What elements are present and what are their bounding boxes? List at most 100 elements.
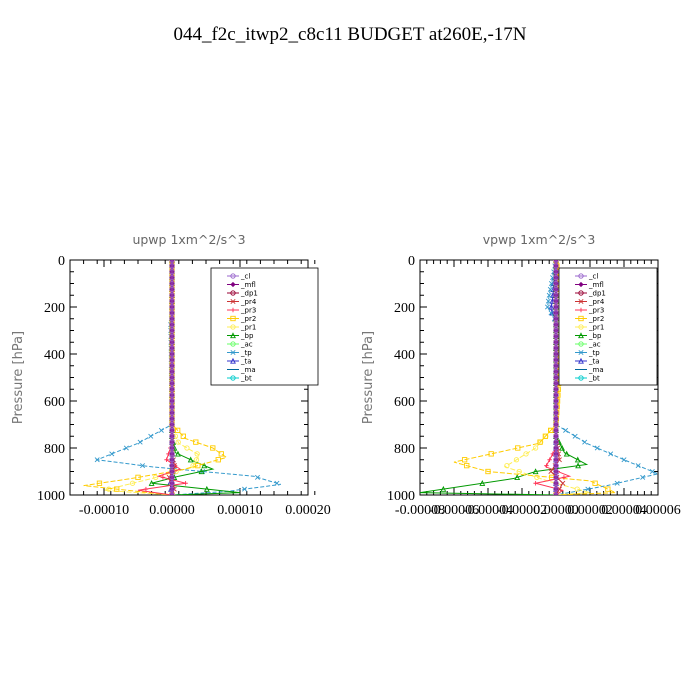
marker-bp: [574, 456, 581, 463]
marker-tp: [148, 433, 154, 439]
marker-cl: [169, 380, 175, 387]
marker-pr2: [210, 445, 216, 451]
marker-pr2: [96, 480, 103, 486]
marker-cl: [553, 368, 559, 375]
marker-tp: [582, 439, 588, 445]
marker-ta: [548, 303, 555, 310]
marker-pr1: [129, 480, 136, 486]
marker-pr2: [180, 433, 186, 439]
x-tick-label: -0.00008: [395, 503, 445, 518]
legend-marker: [230, 349, 236, 356]
marker-cl: [169, 404, 175, 410]
marker-pr1: [184, 445, 190, 451]
panel-title: vpwp 1xm^2/s^3: [483, 232, 596, 247]
marker-tp: [585, 486, 591, 492]
legend-marker: [230, 324, 236, 330]
y-tick-label: 600: [44, 395, 65, 410]
marker-cl: [553, 280, 559, 287]
legend-marker: [578, 307, 584, 313]
marker-pr2: [461, 457, 468, 463]
legend-entry: _pr1: [588, 324, 604, 332]
marker-cl: [553, 333, 559, 340]
marker-cl: [553, 427, 559, 434]
marker-bp: [514, 474, 521, 481]
legend-entry: _cl: [240, 273, 250, 281]
y-tick-label: 800: [44, 442, 65, 457]
y-tick-label: 200: [44, 301, 65, 316]
marker-pr3: [183, 481, 188, 486]
marker-pr1: [153, 474, 159, 481]
marker-cl: [169, 269, 175, 275]
marker-bp: [440, 485, 447, 492]
marker-cl: [169, 445, 175, 451]
marker-cl: [553, 415, 559, 422]
marker-cl: [169, 480, 175, 486]
marker-cl: [169, 316, 175, 322]
marker-cl: [553, 260, 559, 263]
y-tick-label: 400: [394, 348, 415, 363]
marker-pr2: [215, 457, 221, 463]
marker-cl: [169, 286, 175, 293]
marker-pr3: [143, 486, 149, 492]
marker-cl: [553, 421, 559, 428]
legend-marker: [578, 357, 584, 364]
marker-cl: [553, 298, 559, 304]
marker-pr2: [193, 439, 199, 445]
marker-bp: [187, 456, 194, 463]
legend-entry: _pr1: [240, 324, 256, 332]
marker-bp: [563, 450, 570, 457]
marker-cl: [169, 451, 175, 457]
marker-bp: [532, 468, 539, 475]
legend-marker: [578, 315, 584, 322]
marker-pr2: [195, 462, 201, 469]
legend-entry: _cl: [588, 273, 598, 281]
legend-marker: [230, 332, 236, 339]
x-tick-label: 0.00002: [567, 503, 613, 518]
legend-marker: [578, 273, 584, 279]
y-axis-label: Pressure [hPa]: [11, 331, 26, 424]
legend-entry: _dp1: [240, 290, 258, 298]
x-tick-label: 0.00010: [217, 503, 263, 518]
x-tick-label: -0.00006: [429, 503, 479, 518]
marker-pr2: [488, 451, 494, 457]
legend-box: [558, 267, 658, 386]
marker-tp: [563, 427, 569, 433]
legend-marker: [230, 375, 236, 381]
marker-pr2: [485, 468, 491, 475]
marker-cl: [169, 351, 175, 357]
marker-cl: [553, 380, 559, 387]
marker-cl: [553, 386, 559, 392]
marker-cl: [553, 345, 559, 351]
marker-tp: [140, 463, 146, 469]
x-tick-label: 0.00000: [533, 503, 579, 518]
marker-pr1: [532, 445, 539, 451]
legend-marker: [230, 357, 236, 364]
y-axis-label: Pressure [hPa]: [361, 331, 376, 424]
legend-entry: _mfl: [240, 281, 256, 289]
legend-marker: [230, 298, 236, 305]
marker-tp: [548, 280, 554, 287]
marker-cl: [169, 415, 175, 422]
series-line-pr1: [103, 260, 200, 495]
marker-cl: [169, 421, 175, 428]
marker-pr3: [164, 457, 169, 462]
marker-cl: [553, 327, 559, 334]
marker-cl: [169, 492, 175, 495]
x-tick-label: -0.00004: [463, 503, 513, 518]
marker-pr2: [592, 480, 598, 486]
marker-cl: [169, 433, 175, 439]
marker-pr1: [193, 457, 200, 463]
y-tick-label: 800: [394, 442, 415, 457]
marker-cl: [169, 321, 175, 328]
legend-entry: _mfl: [588, 281, 604, 289]
legend-marker: [578, 290, 584, 296]
marker-tp: [640, 474, 646, 480]
marker-cl: [169, 474, 175, 481]
marker-pr2: [218, 451, 224, 457]
marker-cl: [553, 310, 559, 316]
marker-cl: [169, 339, 175, 345]
marker-tp: [109, 451, 115, 457]
marker-cl: [553, 492, 559, 495]
marker-cl: [553, 286, 559, 293]
marker-cl: [169, 280, 175, 287]
